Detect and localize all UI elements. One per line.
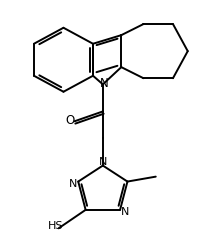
Text: HS: HS: [48, 221, 64, 231]
Text: N: N: [100, 77, 108, 90]
Text: N: N: [121, 207, 129, 217]
Text: N: N: [69, 179, 78, 189]
Text: N: N: [99, 157, 107, 167]
Text: O: O: [65, 113, 75, 126]
